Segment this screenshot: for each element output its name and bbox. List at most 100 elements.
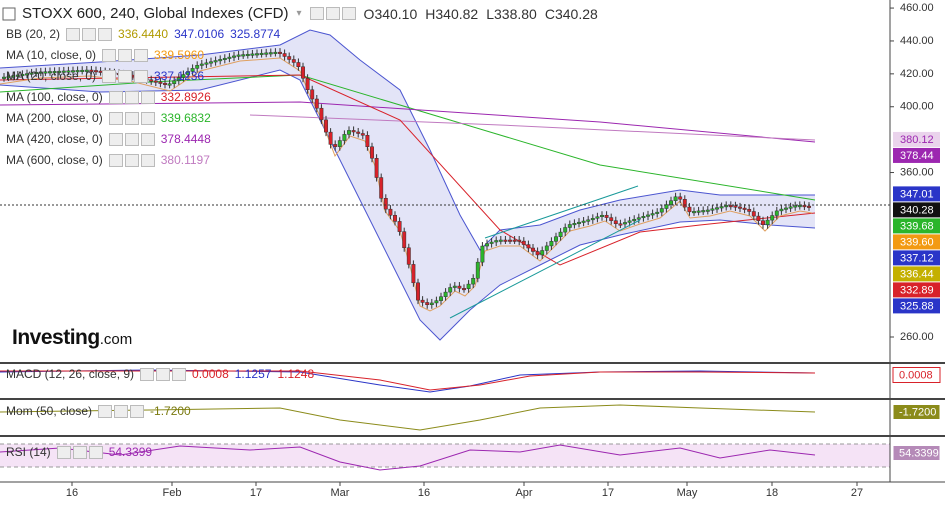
icon-button[interactable] — [172, 367, 187, 381]
indicator-name: MA (10, close, 0) — [6, 48, 97, 62]
icon-button[interactable] — [124, 153, 139, 167]
icon-button[interactable] — [134, 69, 149, 83]
candle-body — [176, 77, 181, 81]
candle-body — [388, 208, 393, 216]
settings-icons — [108, 153, 155, 167]
price-badge-label: 339.68 — [900, 220, 934, 232]
candle-body — [770, 215, 775, 221]
candle-body — [374, 158, 379, 178]
icon-button[interactable] — [108, 153, 123, 167]
price-badge — [893, 250, 940, 266]
icon-button[interactable] — [98, 27, 113, 41]
candle-body — [641, 216, 646, 219]
candle-body — [268, 52, 273, 55]
icon-button[interactable] — [108, 111, 123, 125]
candle-body — [678, 196, 683, 200]
candle-body — [20, 74, 25, 77]
candle-body — [480, 245, 485, 263]
menu-icon[interactable] — [2, 7, 16, 21]
candle-body — [581, 220, 586, 223]
candle-body — [80, 69, 85, 72]
icon-button[interactable] — [124, 90, 139, 104]
icon-button[interactable] — [134, 48, 149, 62]
indicator-legend: MA (100, close, 0) 332.8926 — [6, 90, 211, 104]
candle-body — [457, 285, 462, 289]
price-badge-label: 347.01 — [900, 188, 934, 200]
ma-10 — [0, 57, 813, 312]
icon-button[interactable] — [130, 404, 145, 418]
candle-body — [719, 206, 724, 209]
candle-body — [153, 80, 158, 83]
indicator-legend: MA (20, close, 0) 337.1236 — [6, 69, 204, 83]
icon-button[interactable] — [102, 48, 117, 62]
icon-button[interactable] — [102, 69, 117, 83]
candle-body — [245, 53, 250, 56]
pane-legend: Mom (50, close) -1.7200 — [6, 404, 191, 418]
logo-brand: Investing — [12, 326, 100, 349]
pane-name: MACD (12, 26, close, 9) — [6, 367, 135, 381]
price-badge-label: 325.88 — [900, 300, 934, 312]
icon-button[interactable] — [108, 132, 123, 146]
icon-button[interactable] — [82, 27, 97, 41]
bollinger-lower — [0, 69, 816, 341]
indicator-name: MA (200, close, 0) — [6, 111, 103, 125]
candle-body — [439, 296, 443, 301]
candle-body — [508, 239, 512, 242]
candle-body — [779, 208, 784, 212]
candle-body — [664, 204, 669, 209]
candle-body — [682, 199, 687, 208]
candle-body — [241, 54, 246, 57]
icon-button[interactable] — [325, 7, 340, 20]
icon-button[interactable] — [140, 111, 155, 125]
icon-button[interactable] — [124, 132, 139, 146]
price-badge — [893, 266, 940, 282]
candle-body — [328, 131, 333, 145]
candle-body — [765, 219, 770, 225]
icon-button[interactable] — [341, 7, 356, 20]
candle-body — [227, 56, 232, 59]
icon-button[interactable] — [66, 27, 81, 41]
candle-body — [11, 75, 16, 78]
icon-button[interactable] — [140, 90, 155, 104]
candle-body — [595, 216, 600, 219]
logo-suffix: .com — [99, 331, 133, 348]
price-badge — [893, 218, 940, 234]
icon-button[interactable] — [118, 48, 133, 62]
candle-body — [475, 261, 480, 279]
candle-body — [655, 211, 660, 214]
icon-button[interactable] — [88, 445, 103, 459]
indicator-name: BB (20, 2) — [6, 27, 61, 41]
candle-body — [705, 209, 710, 212]
pane-badge-label: 0.0008 — [899, 369, 933, 381]
candle-body — [646, 214, 650, 217]
icon-button[interactable] — [72, 445, 87, 459]
settings-icons — [140, 367, 187, 381]
price-tick-label: 360.00 — [900, 166, 934, 178]
icon-button[interactable] — [114, 404, 129, 418]
candle-body — [57, 70, 62, 73]
ma-420 — [0, 101, 816, 143]
icon-button[interactable] — [118, 69, 133, 83]
candle-body — [411, 264, 416, 284]
icon-button[interactable] — [140, 367, 155, 381]
candle-body — [199, 63, 204, 66]
candle-body — [512, 239, 517, 242]
candle-body — [618, 223, 623, 226]
icon-button[interactable] — [309, 7, 324, 20]
candle-body — [250, 53, 255, 56]
icon-button[interactable] — [124, 111, 139, 125]
candle-body — [204, 62, 209, 65]
icon-button[interactable] — [140, 153, 155, 167]
icon-button[interactable] — [156, 367, 171, 381]
icon-button[interactable] — [98, 404, 113, 418]
candle-body — [609, 217, 614, 221]
pane-value: 0.0008 — [192, 367, 229, 381]
icon-button[interactable] — [56, 445, 71, 459]
candle-body — [471, 278, 476, 285]
candle-body — [452, 285, 457, 288]
icon-button[interactable] — [140, 132, 155, 146]
icon-button[interactable] — [108, 90, 123, 104]
candle-body — [181, 74, 186, 78]
candle-body — [701, 210, 706, 213]
trend-line — [484, 185, 639, 239]
